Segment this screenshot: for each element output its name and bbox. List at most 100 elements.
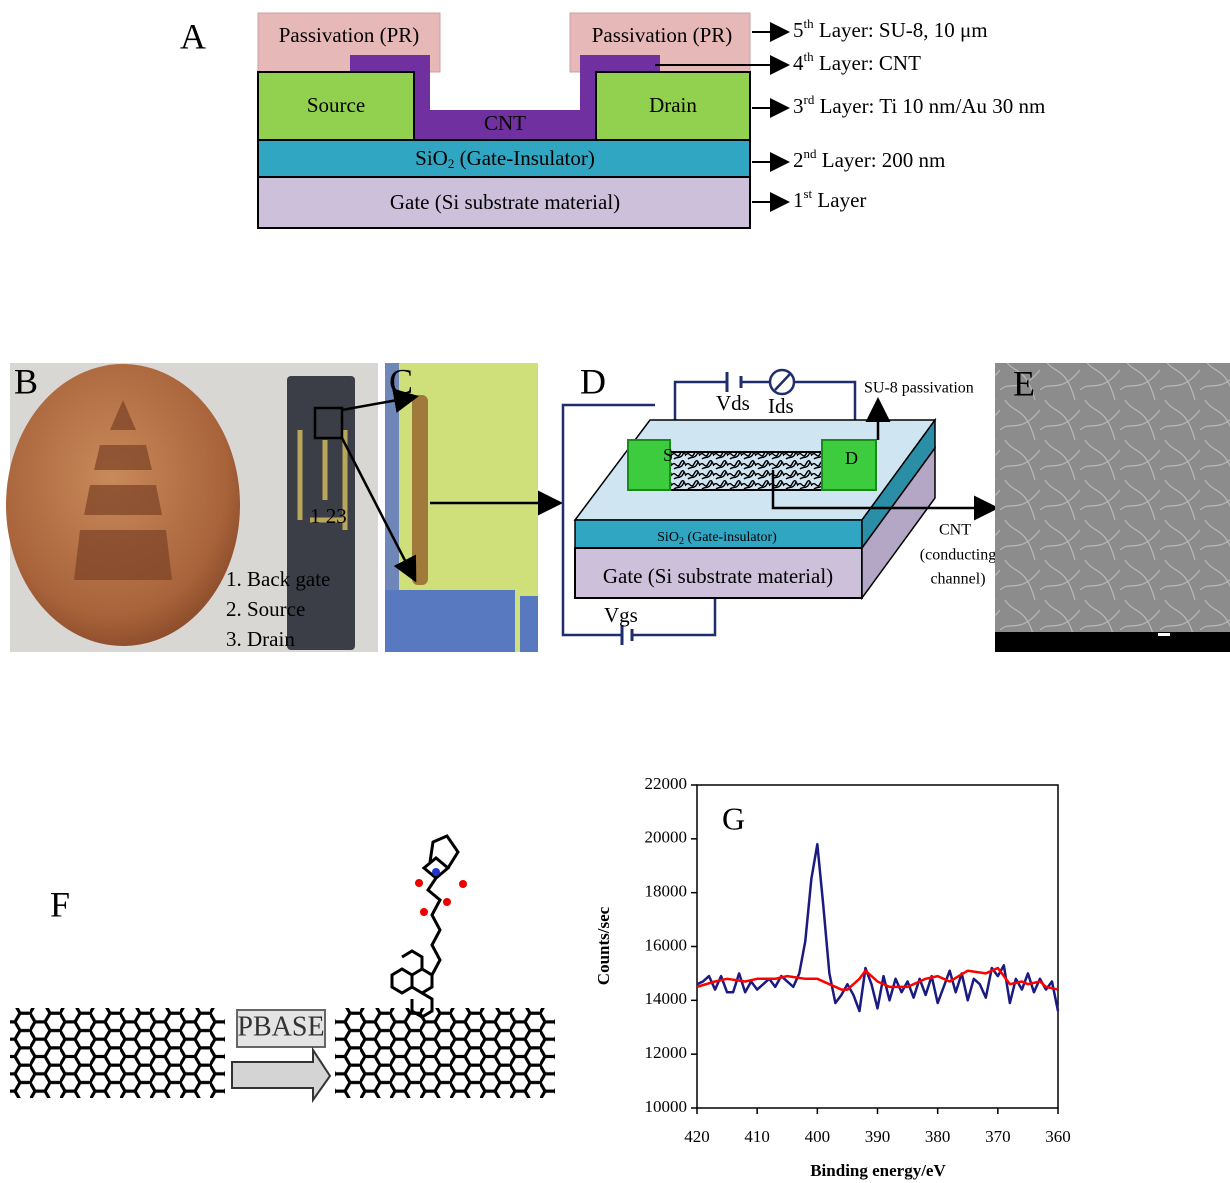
annotation: CNT [939, 522, 971, 539]
reagent-label: PBASE [237, 1011, 324, 1042]
layer-annotation: 3rd Layer: Ti 10 nm/Au 30 nm [793, 92, 1045, 118]
panel-label: C [389, 361, 413, 401]
legend-item: 2. Source [226, 597, 305, 621]
battery [622, 625, 632, 645]
channel-gap [412, 395, 428, 585]
nanotube [10, 1008, 225, 1098]
panel-a: A Passivation (PR) Passivation (PR) Sour… [180, 13, 1045, 228]
sem-image [995, 363, 1230, 652]
annotation: SU-8 passivation [864, 380, 974, 397]
panel-label: E [1013, 363, 1035, 403]
superscript: nd [804, 146, 818, 161]
scale-bar [1158, 633, 1170, 636]
y-tick-label: 14000 [645, 989, 688, 1008]
circuit-label: Vgs [604, 603, 638, 627]
y-tick-label: 22000 [645, 774, 688, 793]
legend-item: 1. Back gate [226, 567, 330, 591]
x-tick-label: 400 [805, 1127, 831, 1146]
layer-text: CNT [484, 111, 526, 135]
y-tick-label: 18000 [645, 882, 688, 901]
nanotube [335, 1008, 555, 1098]
x-tick-label: 410 [744, 1127, 770, 1146]
text-part: (Gate-insulator) [684, 530, 777, 545]
panel-d: D Vds Ids SU-8 passivation S D SiO2 (Gat… [563, 361, 996, 645]
y-tick-label: 10000 [645, 1097, 688, 1116]
data-line [697, 844, 1058, 1011]
text-part: SiO [657, 530, 679, 545]
text-part: Layer [812, 188, 866, 212]
layer-text: SiO2 (Gate-insulator) [657, 530, 777, 547]
legend-item: 3. Drain [226, 627, 295, 651]
nhs-ring [424, 836, 458, 878]
panel-g: G Binding energy/eV Counts/sec 10000 1200… [594, 774, 1071, 1180]
cnt-channel [668, 452, 823, 490]
electrode-label: D [845, 448, 858, 468]
x-tick-label: 380 [925, 1127, 951, 1146]
text-part: Layer: SU-8, 10 μm [814, 18, 988, 42]
panel-b: B 1 23 1. Back gate 2. Source 3. Drain [6, 361, 378, 652]
reaction-arrow [232, 1050, 330, 1100]
oxygen-atom [415, 879, 423, 887]
chart-title: G [722, 800, 745, 836]
page-body: { "panel_a": { "label": "A", "passivatio… [0, 0, 1230, 1183]
panel-label: D [580, 361, 606, 401]
oxygen-atom [443, 898, 451, 906]
page: CNT-FET figure html, body { margin: 0; p… [0, 0, 1230, 1183]
electrode-label: S [663, 445, 673, 465]
pbase-molecule [392, 836, 458, 1017]
layer-text: Gate (Si substrate material) [390, 190, 620, 214]
text-part: SiO [415, 146, 448, 170]
text-part: 5 [793, 18, 804, 42]
superscript: th [804, 16, 815, 31]
superscript: rd [804, 92, 815, 107]
panel-label: B [14, 361, 38, 401]
text-part: Layer: 200 nm [817, 148, 946, 172]
y-axis-label: Counts/sec [594, 906, 613, 985]
text-part: 4 [793, 51, 804, 75]
circuit-label: Ids [768, 394, 794, 418]
figure: A Passivation (PR) Passivation (PR) Sour… [0, 0, 1230, 1183]
circuit-label: Vds [716, 391, 750, 415]
layer-text: SiO2 (Gate-Insulator) [415, 146, 595, 171]
text-part: 1 [793, 188, 804, 212]
panel-label: A [180, 16, 206, 56]
text-part: 3 [793, 94, 804, 118]
nitrogen-atom [432, 868, 440, 876]
plot-frame [697, 785, 1058, 1108]
layer-annotation: 5th Layer: SU-8, 10 μm [793, 16, 988, 42]
oxygen-atom [420, 908, 428, 916]
layer-text: Passivation (PR) [279, 23, 420, 47]
x-axis-label: Binding energy/eV [810, 1161, 946, 1180]
layer-annotation: 1st Layer [793, 186, 866, 212]
superscript: th [804, 49, 815, 64]
layer-text: Gate (Si substrate material) [603, 564, 833, 588]
y-tick-label: 12000 [645, 1043, 688, 1062]
layer-text: Source [307, 93, 365, 117]
text-part: (Gate-Insulator) [454, 146, 595, 170]
layer-text: Passivation (PR) [592, 23, 733, 47]
layer-annotation: 2nd Layer: 200 nm [793, 146, 945, 172]
pyrene [392, 951, 432, 1017]
text-part: 2 [793, 148, 804, 172]
text-part: Layer: Ti 10 nm/Au 30 nm [814, 94, 1045, 118]
linker [428, 878, 440, 975]
layer-annotation: 4th Layer: CNT [793, 49, 921, 75]
y-tick-label: 20000 [645, 828, 688, 847]
x-tick-label: 390 [865, 1127, 891, 1146]
y-tick-label: 16000 [645, 935, 688, 954]
battery [727, 372, 741, 392]
x-tick-label: 360 [1045, 1127, 1071, 1146]
panel-label: F [50, 884, 70, 924]
layer-text: Drain [649, 93, 697, 117]
panel-e: E [995, 363, 1230, 652]
panel-f: F PBASE [10, 836, 555, 1100]
annotation: channel) [930, 571, 985, 588]
annotation: (conducting [920, 547, 996, 564]
x-tick-label: 420 [684, 1127, 710, 1146]
sem-info-bar [995, 632, 1230, 652]
pad-numbers: 1 23 [310, 504, 347, 528]
x-tick-label: 370 [985, 1127, 1011, 1146]
text-part: Layer: CNT [814, 51, 921, 75]
oxygen-atom [459, 880, 467, 888]
